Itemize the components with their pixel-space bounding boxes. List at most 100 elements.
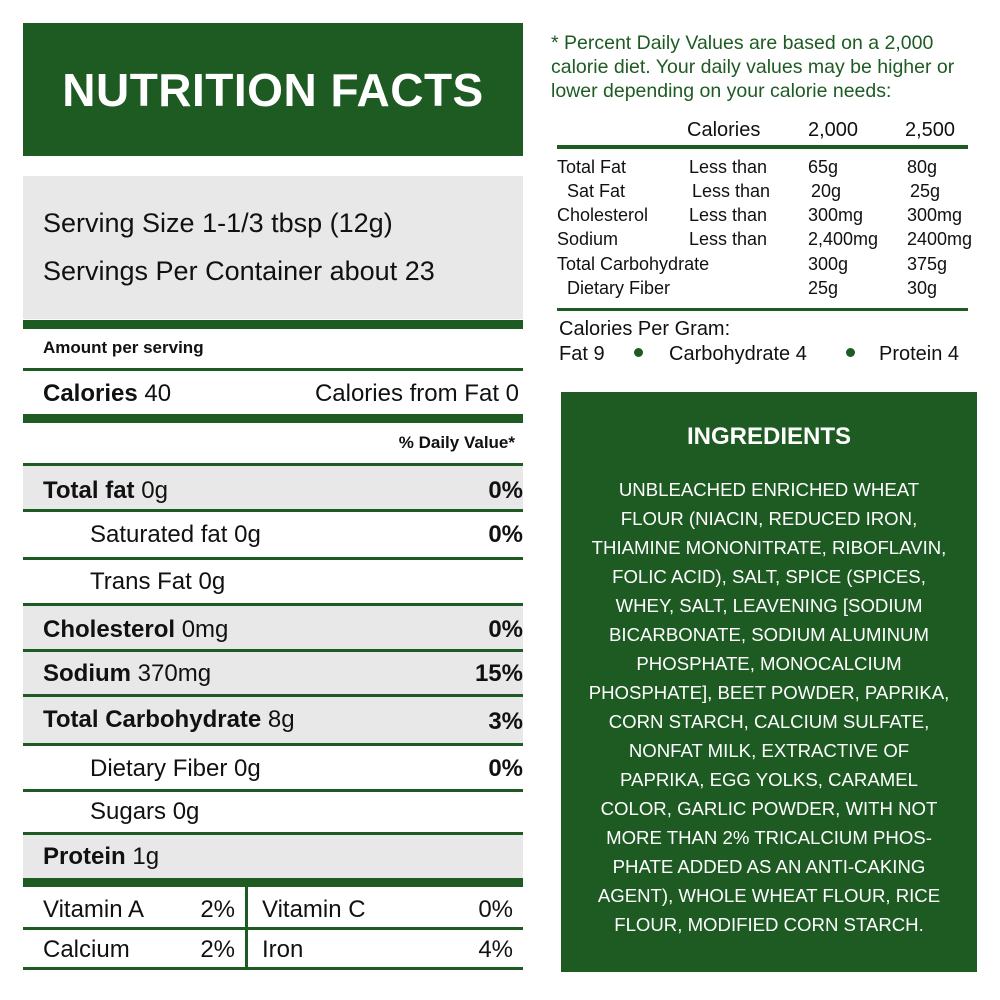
calories-per-gram-protein: Protein 4 bbox=[879, 343, 960, 365]
dv-row-2000: 2,400mg bbox=[808, 229, 879, 249]
dv-row-name: Cholesterol bbox=[557, 205, 649, 225]
nutrient-dv: 0% bbox=[488, 477, 523, 504]
calories-per-gram-carb: Carbohydrate 4 bbox=[669, 343, 807, 365]
dv-row-2000: 300g bbox=[808, 254, 849, 274]
ingredients-line: FLOUR, MODIFIED CORN STARCH. bbox=[614, 914, 924, 935]
calcium-label: Calcium bbox=[43, 936, 130, 963]
ingredients-line: MORE THAN 2% TRICALCIUM PHOS- bbox=[606, 827, 932, 848]
nutrient-amount: 8g bbox=[267, 706, 295, 733]
calories-per-gram-label: Calories Per Gram: bbox=[559, 318, 731, 340]
nutrient-row-sugars: Sugars 0g bbox=[90, 798, 200, 825]
divider bbox=[23, 927, 523, 930]
dv-table-header-label: Calories bbox=[687, 119, 761, 141]
nutrient-name: Sodium bbox=[43, 660, 131, 687]
ingredients-panel bbox=[561, 392, 977, 972]
row-shade bbox=[23, 652, 523, 694]
vitamin-a-label: Vitamin A bbox=[43, 896, 144, 923]
nutrient-row-cholesterol: Cholesterol 0mg bbox=[43, 616, 228, 644]
dv-row-name: Total Fat bbox=[557, 157, 627, 177]
amount-per-serving: Amount per serving bbox=[43, 338, 204, 357]
nutrient-name: Cholesterol bbox=[43, 616, 176, 643]
ingredients-line: PHATE ADDED AS AN ANTI-CAKING bbox=[612, 856, 926, 877]
dv-row-2500: 30g bbox=[907, 278, 938, 298]
ingredients-line: PHOSPHATE], BEET POWDER, PAPRIKA, bbox=[588, 682, 950, 703]
nutrient-row-saturated-fat: Saturated fat 0g bbox=[90, 521, 261, 548]
serving-size: Serving Size 1-1/3 tbsp (12g) bbox=[43, 208, 393, 238]
ingredients-line: BICARBONATE, SODIUM ALUMINUM bbox=[609, 624, 929, 645]
nutrient-row-total-fat: Total fat 0g bbox=[43, 477, 168, 505]
divider bbox=[23, 603, 523, 606]
nutrient-dv: 0% bbox=[488, 521, 523, 548]
dv-row-name: Sodium bbox=[557, 229, 619, 249]
nutrient-dv: 0% bbox=[488, 755, 523, 782]
ingredients-line: FOLIC ACID), SALT, SPICE (SPICES, bbox=[612, 566, 926, 587]
dv-row-qual: Less than bbox=[692, 181, 771, 201]
thick-divider bbox=[23, 320, 523, 329]
nutrient-amount: 0g bbox=[141, 477, 168, 504]
ingredients-line: PHOSPHATE, MONOCALCIUM bbox=[636, 653, 902, 674]
ingredients-line: FLOUR (NIACIN, REDUCED IRON, bbox=[620, 508, 918, 529]
dv-row-name: Sat Fat bbox=[567, 181, 626, 201]
dv-row-qual: Less than bbox=[689, 229, 768, 249]
dv-table-rule bbox=[557, 145, 968, 149]
row-shade bbox=[23, 835, 523, 878]
iron-dv: 4% bbox=[478, 936, 513, 963]
nutrient-amount: 1g bbox=[132, 843, 160, 870]
dv-row-2500: 375g bbox=[907, 254, 948, 274]
calcium-dv: 2% bbox=[200, 936, 235, 963]
calories-value: 40 bbox=[144, 380, 172, 407]
ingredients-line: THIAMINE MONONITRATE, RIBOFLAVIN, bbox=[591, 537, 947, 558]
nutrient-amount: 370mg bbox=[137, 660, 212, 687]
ingredients-line: WHEY, SALT, LEAVENING [SODIUM bbox=[615, 595, 923, 616]
ingredients-line: CORN STARCH, CALCIUM SULFATE, bbox=[608, 711, 930, 732]
bullet-icon bbox=[634, 348, 643, 357]
nutrient-row-trans-fat: Trans Fat 0g bbox=[90, 568, 226, 595]
nutrient-row-protein: Protein 1g bbox=[43, 843, 159, 871]
nutrient-dv: 3% bbox=[488, 708, 523, 735]
dv-row-name: Dietary Fiber bbox=[567, 278, 671, 298]
thick-divider bbox=[23, 878, 523, 887]
ingredients-line: PAPRIKA, EGG YOLKS, CARAMEL bbox=[620, 769, 918, 790]
page-title: NUTRITION FACTS bbox=[62, 63, 484, 116]
divider bbox=[23, 694, 523, 697]
divider bbox=[23, 832, 523, 835]
ingredients-line: AGENT), WHOLE WHEAT FLOUR, RICE bbox=[597, 885, 941, 906]
daily-value-footnote: * Percent Daily Values are based on a 2,… bbox=[551, 32, 955, 102]
dv-row-qual: Less than bbox=[689, 157, 768, 177]
dv-row-2500: 2400mg bbox=[907, 229, 973, 249]
vitamin-c-dv: 0% bbox=[478, 896, 513, 923]
nutrient-row-sodium: Sodium 370mg bbox=[43, 660, 211, 688]
divider bbox=[23, 509, 523, 512]
ingredients-line: COLOR, GARLIC POWDER, WITH NOT bbox=[600, 798, 938, 819]
nutrient-name: Protein bbox=[43, 843, 126, 870]
divider bbox=[23, 463, 523, 466]
calories-label: Calories bbox=[43, 380, 138, 407]
row-shade bbox=[23, 606, 523, 652]
nutrient-name: Total fat bbox=[43, 477, 135, 504]
daily-value-header: % Daily Value* bbox=[398, 433, 515, 452]
vitamin-a-dv: 2% bbox=[200, 896, 235, 923]
calories-row: Calories 40 bbox=[43, 380, 171, 408]
divider bbox=[23, 967, 523, 970]
title-banner bbox=[23, 23, 523, 156]
dv-row-2000: 65g bbox=[808, 157, 839, 177]
dv-row-2000: 20g bbox=[811, 181, 842, 201]
dv-table-header-2500: 2,500 bbox=[905, 119, 956, 141]
divider bbox=[23, 557, 523, 560]
calories-from-fat: Calories from Fat 0 bbox=[314, 380, 519, 407]
nutrient-name: Total Carbohydrate bbox=[43, 706, 262, 733]
row-shade bbox=[23, 466, 523, 509]
nutrient-amount: 0mg bbox=[181, 616, 229, 643]
row-shade bbox=[23, 697, 523, 743]
divider bbox=[23, 368, 523, 371]
ingredients-line: NONFAT MILK, EXTRACTIVE OF bbox=[628, 740, 910, 761]
bullet-icon bbox=[846, 348, 855, 357]
ingredients-title: INGREDIENTS bbox=[686, 423, 851, 450]
servings-per-container: Servings Per Container about 23 bbox=[43, 256, 435, 286]
iron-label: Iron bbox=[262, 936, 304, 963]
dv-table-rule bbox=[557, 308, 968, 311]
vitamin-c-label: Vitamin C bbox=[262, 896, 366, 923]
nutrient-row-dietary-fiber: Dietary Fiber 0g bbox=[90, 755, 261, 782]
dv-row-2000: 300mg bbox=[808, 205, 864, 225]
nutrient-row-total-carbohydrate: Total Carbohydrate 8g bbox=[43, 706, 295, 734]
